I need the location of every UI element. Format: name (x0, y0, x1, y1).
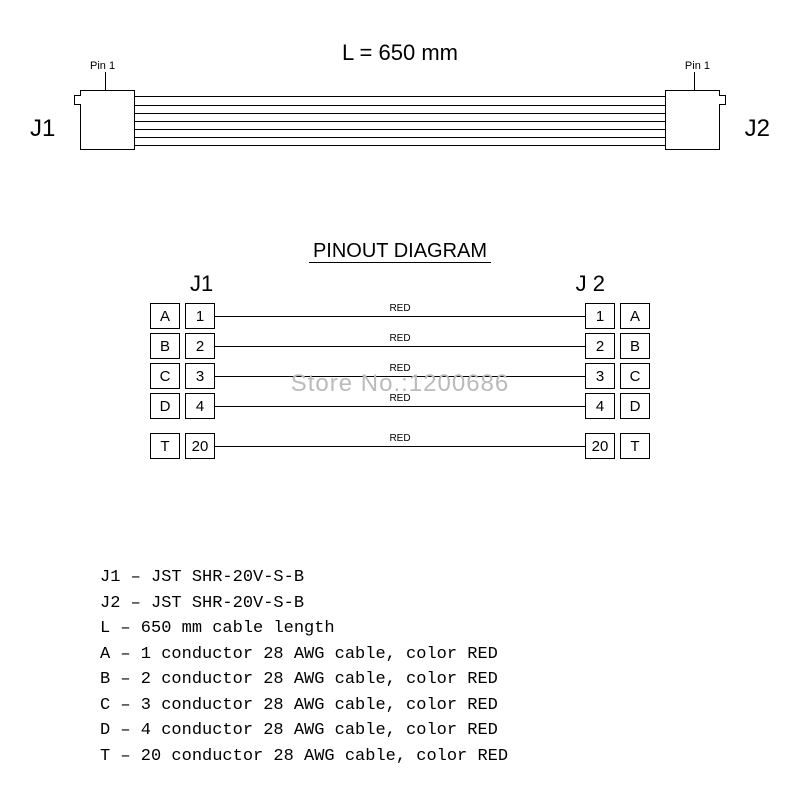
pin-letter-right: T (620, 433, 650, 459)
pin-row: A1RED1A (0, 303, 800, 333)
pin-letter-left: C (150, 363, 180, 389)
legend-line: B – 2 conductor 28 AWG cable, color RED (100, 667, 508, 693)
legend-line: L – 650 mm cable length (100, 616, 508, 642)
pinout-header: J1 J 2 (0, 271, 800, 299)
legend-line: A – 1 conductor 28 AWG cable, color RED (100, 642, 508, 668)
cable-wire (135, 105, 665, 106)
pin-number-left: 3 (185, 363, 215, 389)
pin-number-right: 4 (585, 393, 615, 419)
pin-letter-left: T (150, 433, 180, 459)
pin-number-left: 4 (185, 393, 215, 419)
wire-color-label: RED (387, 333, 412, 344)
pin-letter-right: C (620, 363, 650, 389)
pinout-title: PINOUT DIAGRAM (0, 240, 800, 263)
wire-line (215, 346, 585, 347)
wire-color-label: RED (387, 433, 412, 444)
pin-letter-right: D (620, 393, 650, 419)
pin-letter-left: A (150, 303, 180, 329)
cable-wire (135, 121, 665, 122)
cable-wire (135, 113, 665, 114)
cable-wire (135, 137, 665, 138)
legend: J1 – JST SHR-20V-S-BJ2 – JST SHR-20V-S-B… (100, 565, 508, 769)
pin-row: B2RED2B (0, 333, 800, 363)
connector-label-j1: J1 (30, 115, 55, 143)
pin1-label-right: Pin 1 (685, 60, 710, 72)
connector-j1 (80, 90, 135, 150)
pin-letter-right: B (620, 333, 650, 359)
legend-line: J1 – JST SHR-20V-S-B (100, 565, 508, 591)
legend-line: T – 20 conductor 28 AWG cable, color RED (100, 744, 508, 770)
connector-j2 (665, 90, 720, 150)
pin-letter-left: B (150, 333, 180, 359)
pin1-label-left: Pin 1 (90, 60, 115, 72)
pin-number-right: 2 (585, 333, 615, 359)
pin-number-left: 1 (185, 303, 215, 329)
pin-number-left: 20 (185, 433, 215, 459)
pinout-header-right: J 2 (576, 271, 605, 297)
wire-line (215, 406, 585, 407)
pin-number-right: 3 (585, 363, 615, 389)
pinout-title-text: PINOUT DIAGRAM (309, 240, 491, 263)
pin1-arrow-left (105, 72, 106, 90)
pin-number-right: 1 (585, 303, 615, 329)
pinout-section: PINOUT DIAGRAM J1 J 2 A1RED1AB2RED2BC3RE… (0, 240, 800, 463)
pin-letter-left: D (150, 393, 180, 419)
legend-line: C – 3 conductor 28 AWG cable, color RED (100, 693, 508, 719)
connector-label-j2: J2 (745, 115, 770, 143)
pin-number-left: 2 (185, 333, 215, 359)
wire-color-label: RED (387, 303, 412, 314)
pin-row: T20RED20T (0, 433, 800, 463)
pin-letter-right: A (620, 303, 650, 329)
cable-bundle (135, 96, 665, 146)
length-label: L = 650 mm (342, 40, 458, 66)
watermark-text: Store No.:1200686 (291, 370, 509, 398)
cable-wire (135, 129, 665, 130)
wire-line (215, 446, 585, 447)
legend-line: J2 – JST SHR-20V-S-B (100, 591, 508, 617)
legend-line: D – 4 conductor 28 AWG cable, color RED (100, 718, 508, 744)
pin1-arrow-right (694, 72, 695, 90)
pinout-header-left: J1 (190, 271, 213, 297)
wire-line (215, 316, 585, 317)
pin-number-right: 20 (585, 433, 615, 459)
